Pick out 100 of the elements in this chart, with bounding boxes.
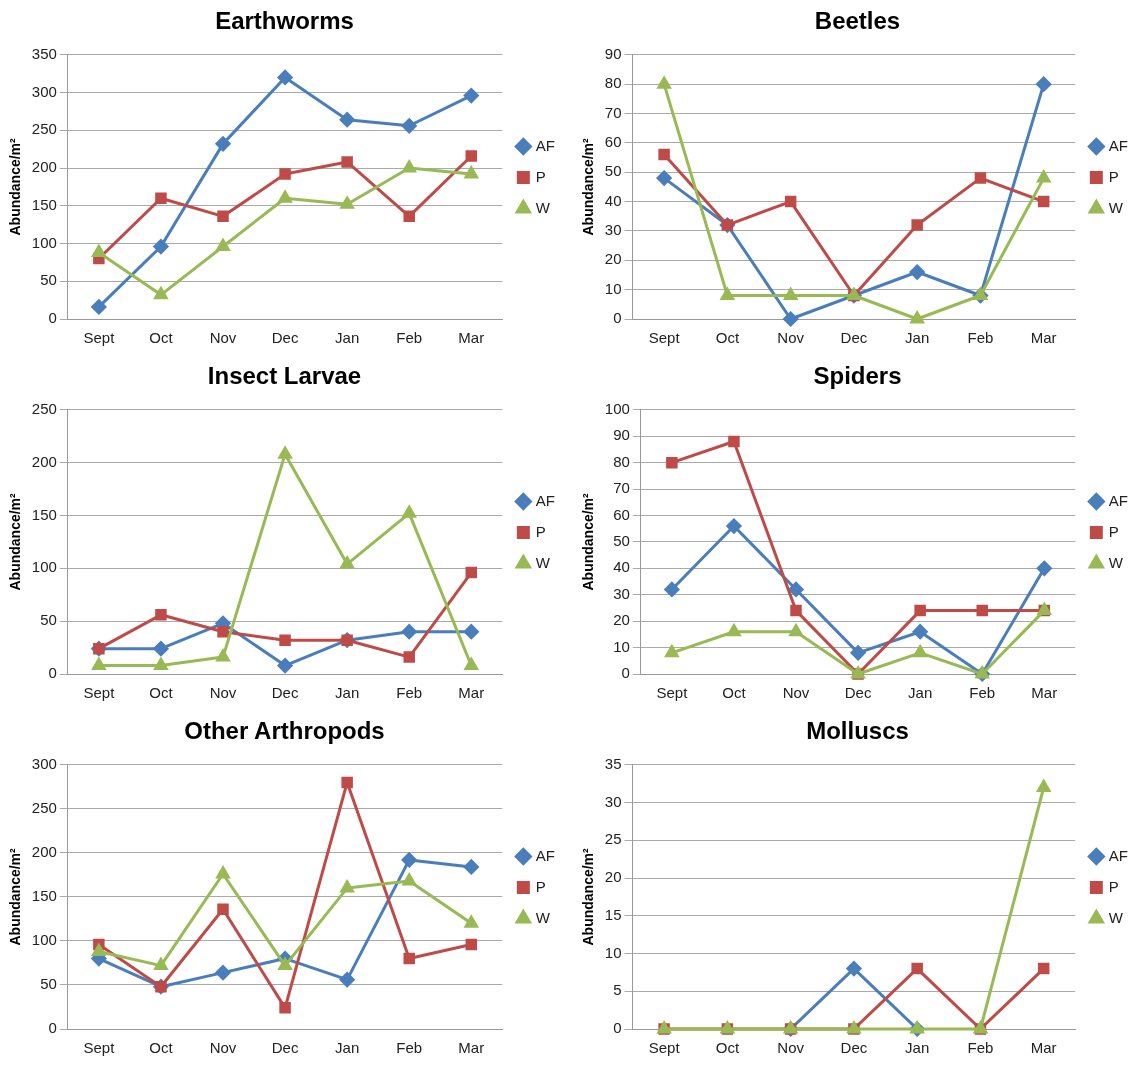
x-tick-label: Dec [271, 1039, 299, 1057]
y-tick-label: 0 [48, 664, 57, 682]
x-tick-label: Sept [83, 684, 116, 702]
legend-label: W [1108, 198, 1124, 216]
x-tick-label: Mar [458, 684, 485, 702]
y-tick-label: 10 [604, 943, 622, 961]
y-axis-title: Abundance/m² [7, 137, 24, 236]
y-tick-label: 100 [31, 558, 57, 576]
y-tick-label: 0 [613, 309, 622, 327]
y-axis-title: Abundance/m² [580, 492, 597, 591]
y-tick-label: 20 [604, 868, 622, 886]
legend-label: W [535, 198, 551, 216]
x-tick-label: Feb [967, 1039, 994, 1057]
legend-label: AF [1108, 491, 1128, 509]
x-tick-label: Feb [396, 329, 423, 347]
y-tick-label: 50 [40, 975, 57, 993]
x-tick-label: Oct [149, 1039, 174, 1057]
x-tick-label: Oct [722, 684, 747, 702]
x-tick-label: Sept [656, 684, 689, 702]
x-tick-label: Dec [271, 684, 299, 702]
y-tick-label: 100 [31, 233, 57, 251]
y-tick-label: 5 [613, 981, 622, 999]
legend-label: P [1108, 167, 1119, 185]
legend-label: P [1108, 877, 1119, 895]
y-tick-label: 80 [613, 452, 630, 470]
y-tick-label: 250 [31, 399, 57, 417]
chart-title: Beetles [814, 7, 901, 35]
x-tick-label: Jan [335, 1039, 360, 1057]
y-tick-label: 90 [604, 44, 622, 62]
x-tick-label: Nov [209, 684, 237, 702]
x-tick-label: Sept [648, 1039, 681, 1057]
y-tick-label: 35 [604, 754, 622, 772]
x-tick-label: Sept [83, 329, 116, 347]
x-tick-label: Nov [777, 329, 805, 347]
x-tick-label: Feb [396, 684, 423, 702]
x-tick-label: Oct [149, 684, 174, 702]
y-tick-label: 250 [31, 120, 57, 138]
y-tick-label: 60 [604, 133, 622, 151]
x-tick-label: Dec [840, 329, 868, 347]
y-tick-label: 80 [604, 74, 622, 92]
y-tick-label: 0 [613, 1019, 622, 1037]
y-tick-label: 100 [31, 931, 57, 949]
y-tick-label: 25 [604, 830, 622, 848]
y-tick-label: 150 [31, 887, 57, 905]
y-tick-label: 40 [604, 191, 622, 209]
x-tick-label: Mar [1030, 329, 1057, 347]
legend-label: P [535, 167, 546, 185]
y-tick-label: 90 [613, 426, 630, 444]
y-tick-label: 200 [31, 452, 57, 470]
x-tick-label: Jan [335, 684, 360, 702]
x-tick-label: Jan [905, 1039, 930, 1057]
legend-label: AF [1108, 846, 1128, 864]
x-tick-label: Feb [396, 1039, 423, 1057]
legend-label: W [535, 908, 551, 926]
x-tick-label: Mar [458, 1039, 485, 1057]
y-tick-label: 150 [31, 505, 57, 523]
legend-label: P [535, 877, 546, 895]
legend-label: AF [1108, 136, 1128, 154]
y-axis-title: Abundance/m² [580, 847, 597, 946]
y-tick-label: 50 [40, 611, 57, 629]
y-tick-label: 40 [613, 558, 630, 576]
y-axis-title: Abundance/m² [580, 137, 597, 236]
x-tick-label: Feb [969, 684, 996, 702]
y-tick-label: 15 [604, 905, 622, 923]
legend-label: W [535, 553, 551, 571]
chart-title: Spiders [813, 362, 902, 390]
y-axis-title: Abundance/m² [7, 847, 24, 946]
y-tick-label: 30 [604, 792, 622, 810]
y-tick-label: 300 [31, 754, 57, 772]
x-tick-label: Sept [83, 1039, 116, 1057]
y-tick-label: 50 [40, 271, 57, 289]
y-tick-label: 0 [48, 309, 57, 327]
x-tick-label: Jan [335, 329, 360, 347]
y-tick-label: 50 [604, 162, 622, 180]
y-tick-label: 200 [31, 843, 57, 861]
legend-label: AF [535, 491, 555, 509]
x-tick-label: Nov [209, 1039, 237, 1057]
y-tick-label: 100 [604, 399, 630, 417]
y-tick-label: 10 [604, 279, 622, 297]
y-tick-label: 250 [31, 798, 57, 816]
x-tick-label: Nov [209, 329, 237, 347]
chart-title: Molluscs [806, 717, 909, 745]
y-tick-label: 0 [621, 664, 630, 682]
y-tick-label: 200 [31, 158, 57, 176]
y-tick-label: 30 [613, 584, 630, 602]
y-tick-label: 0 [48, 1019, 57, 1037]
x-tick-label: Mar [458, 329, 485, 347]
y-tick-label: 10 [613, 637, 630, 655]
x-tick-label: Oct [149, 329, 174, 347]
chart-title: Earthworms [215, 7, 354, 35]
x-tick-label: Oct [715, 1039, 740, 1057]
y-tick-label: 300 [31, 82, 57, 100]
x-tick-label: Dec [840, 1039, 868, 1057]
chart-title: Insect Larvae [207, 362, 362, 390]
x-tick-label: Mar [1031, 684, 1058, 702]
x-tick-label: Dec [844, 684, 872, 702]
x-tick-label: Dec [271, 329, 299, 347]
y-tick-label: 20 [613, 611, 630, 629]
x-tick-label: Mar [1030, 1039, 1057, 1057]
legend-label: P [1108, 522, 1119, 540]
